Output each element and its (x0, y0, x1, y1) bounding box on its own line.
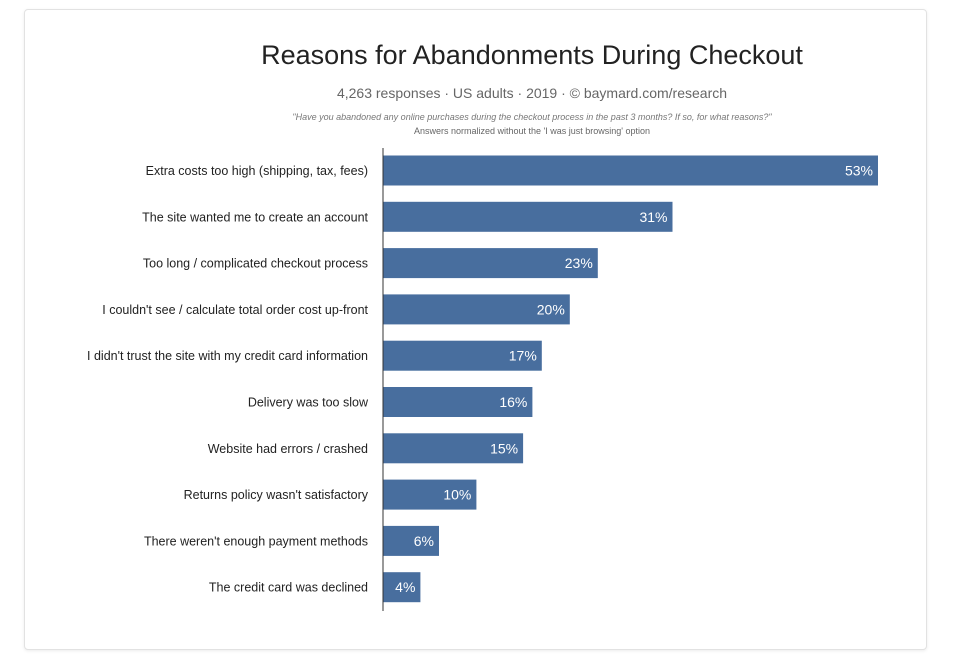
bar-value-label: 31% (639, 209, 667, 225)
bar-value-label: 6% (414, 533, 434, 549)
category-label: Extra costs too high (shipping, tax, fee… (146, 164, 368, 178)
category-label: Returns policy wasn't satisfactory (184, 488, 369, 502)
bar (383, 294, 570, 325)
normalization-note: Answers normalized without the 'I was ju… (413, 126, 651, 136)
chart-title: Reasons for Abandonments During Checkout (261, 40, 803, 70)
bar-value-label: 53% (845, 163, 873, 179)
bar (383, 155, 878, 186)
chart-subtitle: 4,263 responses · US adults · 2019 · © b… (336, 85, 728, 101)
category-label: Delivery was too slow (248, 396, 369, 410)
bar-value-label: 23% (565, 255, 593, 271)
bar (383, 387, 533, 417)
category-label: Too long / complicated checkout process (143, 257, 368, 271)
bar (383, 479, 477, 510)
bar (383, 340, 542, 371)
category-label: The credit card was declined (209, 581, 368, 595)
bar-value-label: 16% (499, 394, 527, 410)
category-label: The site wanted me to create an account (142, 210, 368, 224)
bar-value-label: 15% (490, 440, 518, 456)
category-label: There weren't enough payment methods (144, 534, 368, 548)
bar (383, 248, 598, 279)
bar-value-label: 10% (443, 487, 471, 503)
category-label: I couldn't see / calculate total order c… (102, 303, 368, 317)
bar (383, 433, 524, 464)
bar (383, 572, 421, 603)
bar (383, 201, 673, 232)
bar-value-label: 20% (537, 301, 565, 317)
category-label: Website had errors / crashed (208, 442, 368, 456)
survey-question: "Have you abandoned any online purchases… (292, 112, 772, 122)
chart-card (24, 9, 927, 650)
bar-value-label: 4% (395, 579, 415, 595)
bar-value-label: 17% (509, 348, 537, 364)
category-label: I didn't trust the site with my credit c… (87, 349, 368, 363)
bar (383, 525, 439, 556)
